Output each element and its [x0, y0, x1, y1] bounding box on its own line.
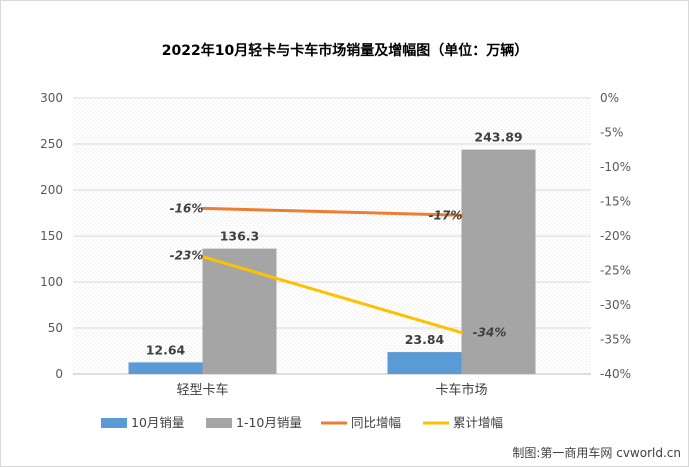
- right-tick-label: -20%: [600, 229, 631, 243]
- right-tick-label: -25%: [600, 264, 631, 278]
- line-value-label: -34%: [473, 326, 507, 340]
- legend-label: 1-10月销量: [236, 415, 302, 430]
- legend-label: 10月销量: [131, 415, 184, 430]
- category-label: 卡车市场: [435, 382, 487, 398]
- left-tick-label: 50: [48, 321, 63, 335]
- legend-label: 同比增幅: [351, 415, 401, 430]
- bar-value-label: 136.3: [220, 229, 260, 244]
- left-tick-label: 0: [55, 367, 63, 381]
- right-tick-label: -5%: [600, 126, 623, 140]
- left-tick-label: 300: [40, 91, 63, 105]
- left-axis-ticks: 0 50 100 150 200 250 300: [40, 91, 63, 381]
- line-0: [201, 206, 463, 217]
- bar-1-0: [202, 248, 277, 374]
- right-tick-label: -10%: [600, 160, 631, 174]
- legend-swatch: [101, 418, 127, 428]
- right-tick-label: -30%: [600, 298, 631, 312]
- bar-value-label: 243.89: [474, 130, 522, 145]
- bars: [128, 149, 536, 374]
- line-value-label: -23%: [170, 249, 204, 263]
- legend: 10月销量 1-10月销量 同比增幅 累计增幅: [101, 415, 503, 430]
- line-1: [201, 255, 463, 335]
- category-labels: 轻型卡车 卡车市场: [176, 382, 487, 398]
- right-tick-label: -40%: [600, 367, 631, 381]
- line-value-label: -16%: [170, 201, 204, 215]
- legend-label: 累计增幅: [453, 415, 503, 430]
- credit-text: 制图:第一商用车网 cvworld.cn: [512, 445, 681, 460]
- left-tick-label: 250: [40, 137, 63, 151]
- left-tick-label: 200: [40, 183, 63, 197]
- right-tick-label: -35%: [600, 333, 631, 347]
- right-tick-label: -15%: [600, 195, 631, 209]
- bar-value-label: 12.64: [146, 342, 186, 357]
- data-labels: 12.64 136.3 23.84 243.89 -16% -17% -23% -34%: [146, 130, 523, 358]
- bar-value-label: 23.84: [405, 332, 445, 347]
- line-value-label: -17%: [429, 208, 463, 222]
- lines: [201, 206, 463, 335]
- bar-1-1: [461, 149, 536, 374]
- right-tick-label: 0%: [600, 91, 619, 105]
- legend-swatch: [206, 418, 232, 428]
- bar-0-0: [128, 362, 203, 374]
- left-tick-label: 100: [40, 275, 63, 289]
- left-tick-label: 150: [40, 229, 63, 243]
- chart-title: 2022年10月轻卡与卡车市场销量及增幅图（单位：万辆）: [162, 42, 528, 59]
- category-label: 轻型卡车: [176, 382, 228, 398]
- right-axis-ticks: 0% -5% -10% -15% -20% -25% -30% -35% -40%: [600, 91, 631, 381]
- bar-0-1: [387, 352, 462, 374]
